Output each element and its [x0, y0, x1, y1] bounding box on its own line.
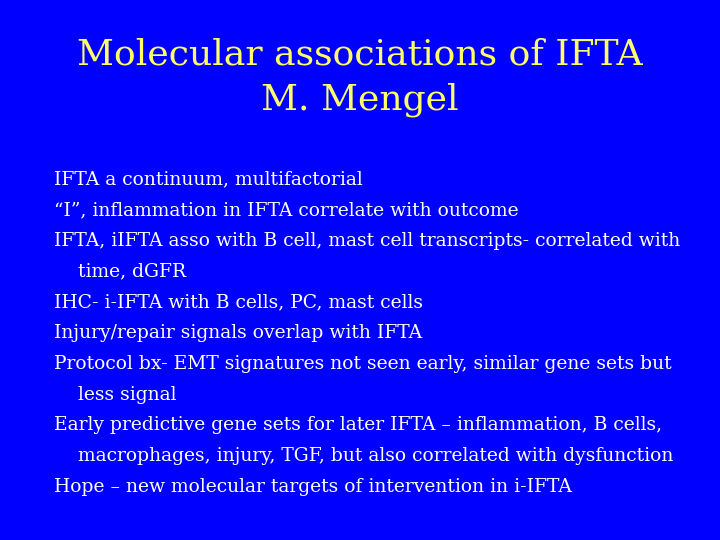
Text: IFTA a continuum, multifactorial: IFTA a continuum, multifactorial [54, 170, 363, 188]
Text: Molecular associations of IFTA
M. Mengel: Molecular associations of IFTA M. Mengel [77, 38, 643, 117]
Text: IFTA, iIFTA asso with B cell, mast cell transcripts- correlated with: IFTA, iIFTA asso with B cell, mast cell … [54, 232, 680, 249]
Text: macrophages, injury, TGF, but also correlated with dysfunction: macrophages, injury, TGF, but also corre… [54, 447, 673, 465]
Text: less signal: less signal [54, 386, 176, 403]
Text: time, dGFR: time, dGFR [54, 262, 186, 280]
Text: Hope – new molecular targets of intervention in i-IFTA: Hope – new molecular targets of interven… [54, 478, 572, 496]
Text: Injury/repair signals overlap with IFTA: Injury/repair signals overlap with IFTA [54, 324, 422, 342]
Text: Early predictive gene sets for later IFTA – inflammation, B cells,: Early predictive gene sets for later IFT… [54, 416, 662, 434]
Text: “I”, inflammation in IFTA correlate with outcome: “I”, inflammation in IFTA correlate with… [54, 201, 518, 219]
Text: Protocol bx- EMT signatures not seen early, similar gene sets but: Protocol bx- EMT signatures not seen ear… [54, 355, 672, 373]
Text: IHC- i-IFTA with B cells, PC, mast cells: IHC- i-IFTA with B cells, PC, mast cells [54, 293, 423, 311]
